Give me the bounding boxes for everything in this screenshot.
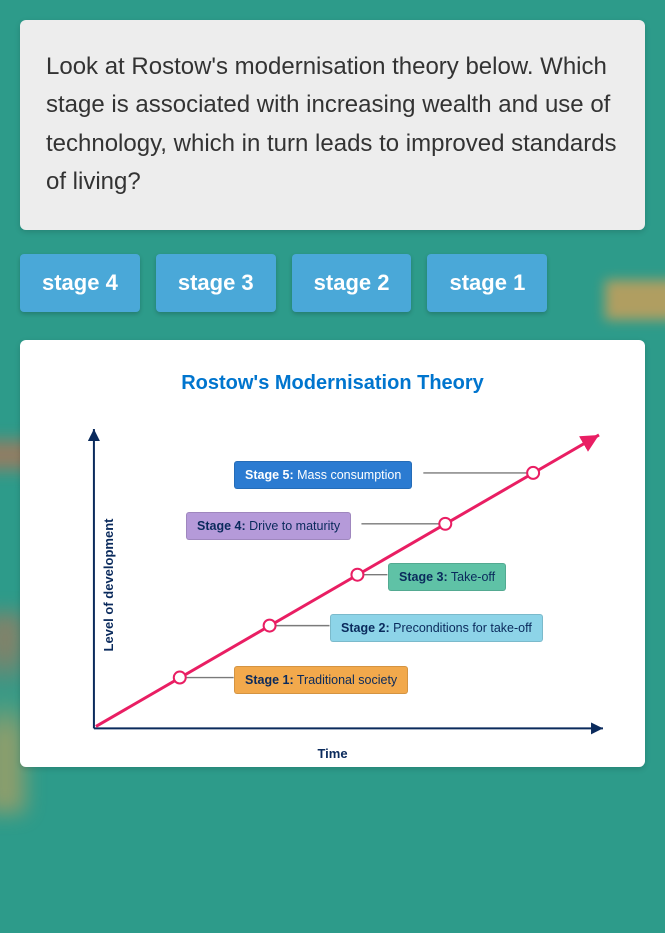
stage-label-stage2: Stage 2: Preconditions for take-off [330,614,543,642]
option-stage-2[interactable]: stage 2 [292,254,412,312]
chart-card: Rostow's Modernisation Theory Level of d… [20,340,645,767]
option-stage-1[interactable]: stage 1 [427,254,547,312]
stage-label-stage3: Stage 3: Take-off [388,563,506,591]
stage-label-stage5: Stage 5: Mass consumption [234,461,412,489]
options-row: stage 4 stage 3 stage 2 stage 1 [20,254,645,312]
question-text: Look at Rostow's modernisation theory be… [46,48,619,202]
option-stage-4[interactable]: stage 4 [20,254,140,312]
option-stage-3[interactable]: stage 3 [156,254,276,312]
x-axis-label: Time [317,746,347,761]
question-card: Look at Rostow's modernisation theory be… [20,20,645,230]
main-container: Look at Rostow's modernisation theory be… [0,0,665,787]
stage-label-stage4: Stage 4: Drive to maturity [186,512,351,540]
chart-title: Rostow's Modernisation Theory [48,372,617,395]
chart-area: Level of development Stage 5: Mass consu… [48,415,617,755]
stage-label-stage1: Stage 1: Traditional society [234,666,408,694]
